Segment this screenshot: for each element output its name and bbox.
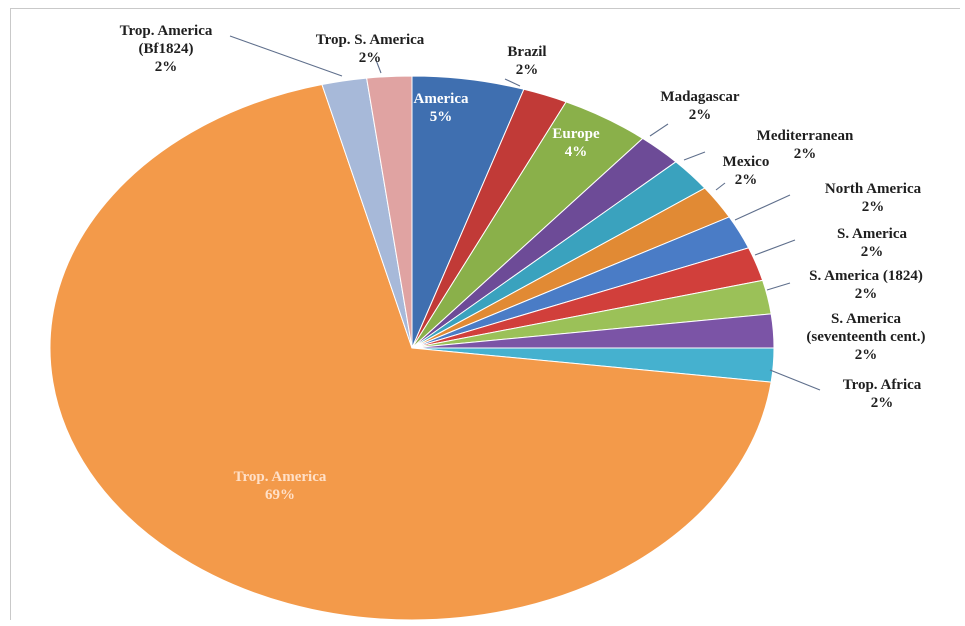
data-label-north-america: North America 2% xyxy=(825,181,922,215)
data-label-trop-america-bf1824: Trop. America (Bf1824) 2% xyxy=(120,23,213,75)
data-label-madagascar: Madagascar 2% xyxy=(660,89,739,123)
data-label-mexico: Mexico 2% xyxy=(723,154,770,188)
data-label-s-america-seventeenth-cent: S. America (seventeenth cent.) 2% xyxy=(806,311,925,363)
leader-line-trop-america-bf1824 xyxy=(229,35,343,77)
pie-slice-trop-america xyxy=(49,83,772,621)
leader-line-brazil xyxy=(504,78,521,87)
leader-line-madagascar xyxy=(649,123,669,137)
leader-line-s-america-1824 xyxy=(766,282,791,291)
data-label-s-america: S. America 2% xyxy=(837,226,907,260)
leader-line-mediterranean xyxy=(683,151,706,161)
chart-frame xyxy=(10,8,960,620)
data-labels: America 5% Brazil 2% Europe 4% Madagascar 2% Med… xyxy=(120,23,926,503)
data-label-trop-s-america: Trop. S. America 2% xyxy=(316,32,425,66)
data-label-mediterranean: Mediterranean 2% xyxy=(757,128,854,162)
leader-line-trop-africa xyxy=(769,369,821,391)
data-label-europe: Europe 4% xyxy=(552,126,600,160)
leader-line-trop-s-america xyxy=(375,59,382,74)
pie-slice-trop-s-america xyxy=(366,75,413,349)
leader-line-mexico xyxy=(715,182,726,191)
data-label-s-america-1824: S. America (1824) 2% xyxy=(809,268,923,302)
data-label-america: America 5% xyxy=(414,91,469,125)
data-label-brazil: Brazil 2% xyxy=(507,44,546,78)
pie-slices xyxy=(49,75,775,621)
data-label-trop-america: Trop. America 69% xyxy=(234,469,327,503)
data-label-trop-africa: Trop. Africa 2% xyxy=(843,377,922,411)
leader-line-s-america xyxy=(754,239,796,256)
leader-line-north-america xyxy=(734,194,791,221)
